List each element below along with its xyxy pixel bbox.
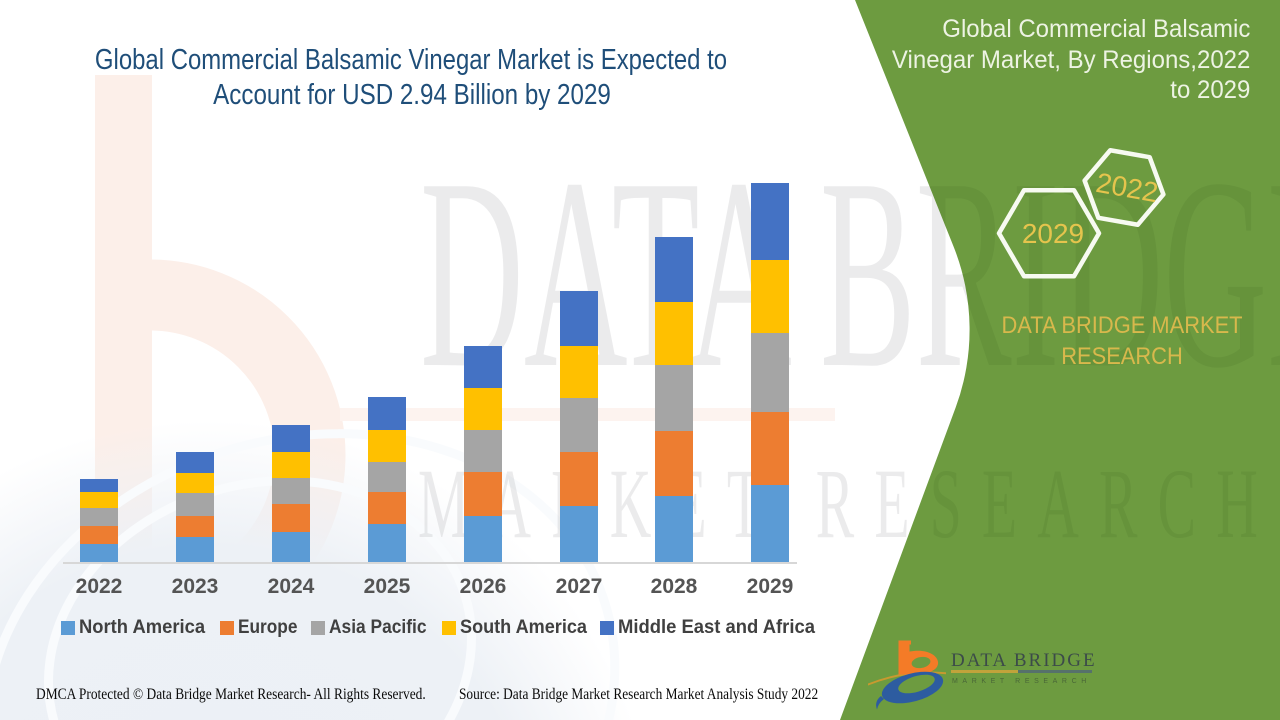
svg-text:MARKET RESEARCH: MARKET RESEARCH [418,448,1278,559]
svg-text:DATA BRIDGE: DATA BRIDGE [420,123,1280,425]
